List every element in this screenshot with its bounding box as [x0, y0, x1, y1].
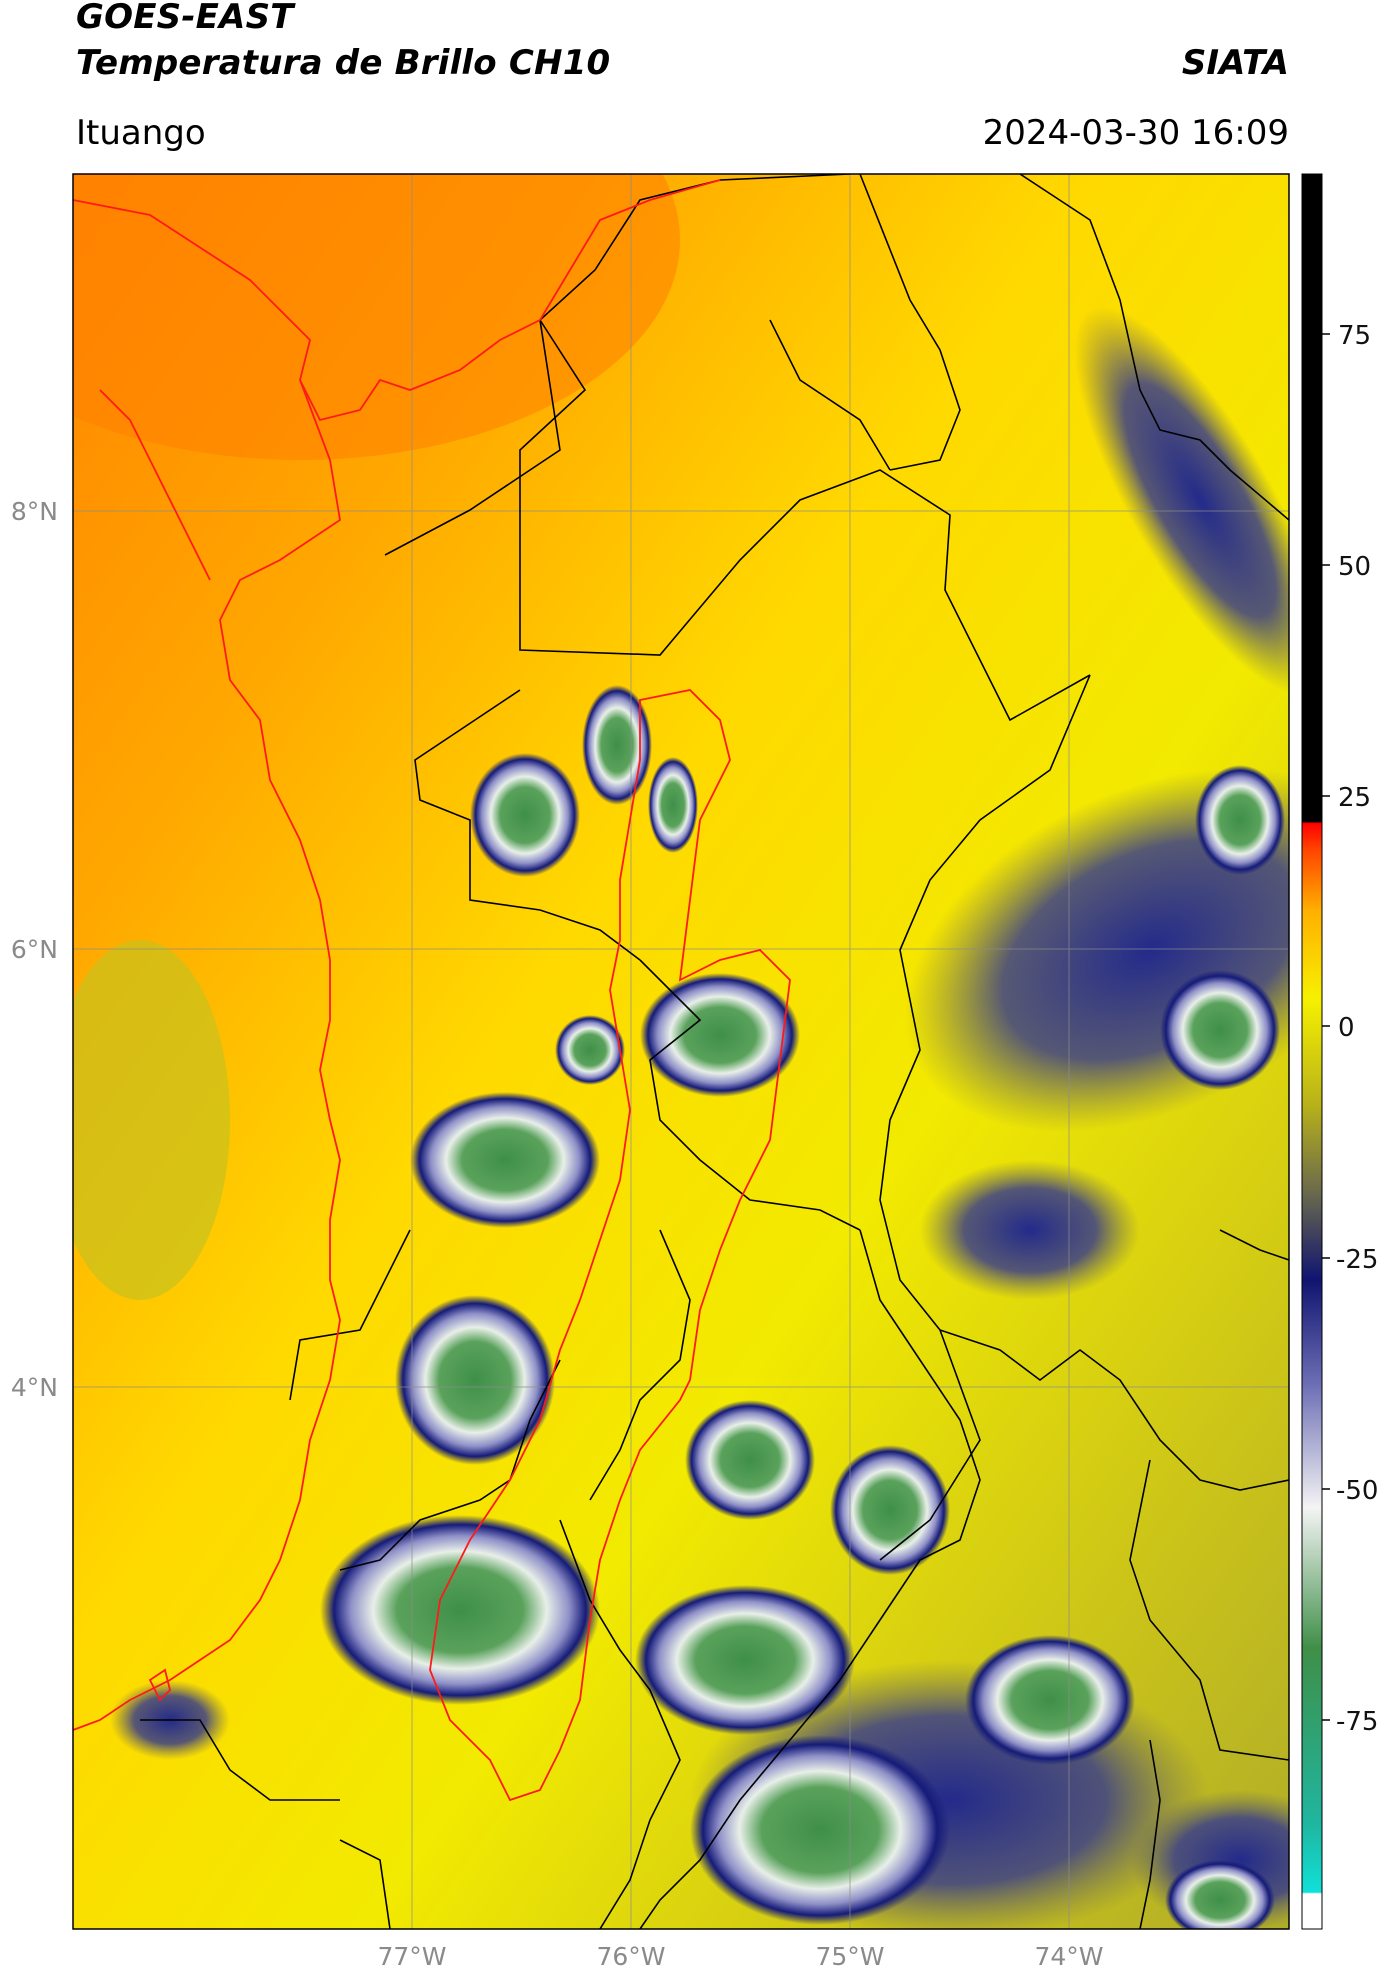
- lat-label-8: 8°N: [11, 497, 58, 526]
- lat-label-4: 4°N: [11, 1373, 58, 1402]
- brand-label: SIATA: [1181, 43, 1289, 83]
- lat-label-6: 6°N: [11, 935, 58, 964]
- colorbar-tick-25: 25: [1338, 783, 1371, 813]
- product-title: Temperatura de Brillo CH10: [76, 43, 611, 83]
- lon-label-77: 77°W: [377, 1942, 446, 1971]
- lon-label-76: 76°W: [596, 1942, 665, 1971]
- lon-label-75: 75°W: [815, 1942, 884, 1971]
- colorbar-tick-minus75: -75: [1336, 1707, 1378, 1737]
- region-label: Ituango: [76, 113, 206, 153]
- brightness-temperature-field: [73, 174, 1289, 1929]
- satellite-title: GOES-EAST: [76, 0, 294, 37]
- colorbar-tick-75: 75: [1338, 321, 1371, 351]
- lon-label-74: 74°W: [1034, 1942, 1103, 1971]
- antioquia-boundary: [73, 179, 791, 1802]
- colorbar-tick-50: 50: [1338, 552, 1371, 582]
- colorbar-tick-0: 0: [1338, 1013, 1355, 1043]
- department-boundaries: [140, 174, 1289, 1929]
- colorbar-tick-minus25: -25: [1336, 1245, 1378, 1275]
- timestamp-label: 2024-03-30 16:09: [982, 113, 1289, 153]
- graticule: [73, 174, 1289, 1929]
- colorbar-gradient: [1301, 173, 1323, 1930]
- colorbar-tick-minus50: -50: [1336, 1476, 1378, 1506]
- map-frame: [72, 173, 1290, 1930]
- colorbar: 75 50 25 0 -25 -50 -75: [1301, 173, 1378, 1930]
